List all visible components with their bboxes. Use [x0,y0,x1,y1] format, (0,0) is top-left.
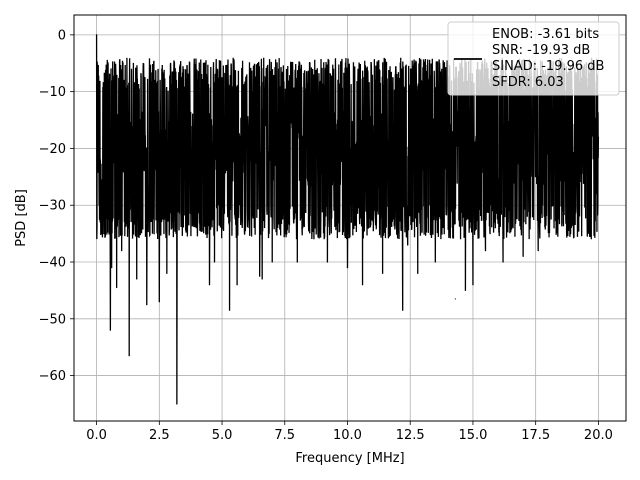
psd-notable-point [522,255,524,257]
legend-line-snr: SNR: -19.93 dB [492,43,590,58]
psd-notable-point [228,309,231,311]
x-tick-label: 17.5 [521,428,550,443]
psd-notable-point [484,250,487,252]
legend-box [447,21,620,96]
y-axis-ticks: 0 −10 −20 −30 −40 −50 −60 [39,28,74,384]
psd-notable-point [259,275,261,277]
x-tick-label: 20.0 [584,428,613,443]
psd-notable-point [101,215,103,218]
psd-notable-point [296,261,298,263]
psd-notable-point [251,91,253,93]
y-tick-label: 0 [58,28,66,43]
psd-notable-point [595,193,597,195]
psd-notable-point [236,284,238,286]
psd-notable-point [417,272,419,274]
psd-notable-point [95,34,98,36]
psd-notable-point [213,261,216,263]
psd-notable-point [261,278,263,280]
psd-notable-point [434,261,436,263]
psd-notable-point [346,267,349,269]
psd-notable-point [158,301,160,303]
psd-notable-point [208,284,211,286]
psd-notable-point [109,329,111,331]
psd-notable-point [570,215,572,218]
psd-notable-point [166,272,168,274]
x-tick-label: 15.0 [458,428,487,443]
x-tick-label: 7.5 [274,428,295,443]
x-axis-label: Frequency [MHz] [295,451,404,466]
psd-notable-point [99,159,101,161]
psd-notable-point [407,244,409,246]
plot-frame [73,14,627,422]
y-tick-label: −60 [39,369,66,384]
psd-notable-point [472,284,474,286]
x-tick-label: 5.0 [212,428,233,443]
legend-line-sfdr: SFDR: 6.03 [492,75,564,90]
psd-line [95,34,600,404]
psd-notable-point [271,261,273,263]
x-tick-label: 12.5 [396,428,425,443]
psd-notable-point [176,403,178,405]
psd-notable-point [326,261,329,263]
x-tick-label: 2.5 [149,428,170,443]
psd-notable-point [596,102,598,104]
psd-notable-point [128,355,130,357]
psd-notable-point [116,286,118,289]
psd-notable-point [146,303,148,306]
psd-notable-point [374,79,376,81]
y-axis-label: PSD [dB] [14,189,29,247]
psd-notable-point [537,250,539,252]
psd-notable-point [97,85,99,87]
legend: ENOB: -3.61 bits SNR: -19.93 dB SINAD: -… [447,21,620,96]
y-tick-label: −10 [39,85,66,100]
psd-notable-point [96,102,98,104]
psd-notable-point [316,82,318,84]
psd-notable-point [562,221,564,223]
psd-notable-point [121,250,123,252]
y-tick-label: −30 [39,199,66,214]
x-axis-ticks: 0.0 2.5 5.0 7.5 10.0 12.5 15.0 17.5 20.0 [86,421,613,443]
psd-notable-point [402,309,404,311]
psd-notable-point [464,289,467,291]
series-psd [95,34,600,405]
y-tick-label: −40 [39,256,66,271]
psd-notable-point [502,261,504,263]
y-tick-label: −20 [39,142,66,157]
psd-notable-point [98,204,100,206]
x-tick-label: 0.0 [86,428,107,443]
legend-line-enob: ENOB: -3.61 bits [492,27,599,42]
psd-notable-point [597,136,600,138]
x-tick-label: 10.0 [333,428,362,443]
psd-notable-point [382,272,384,274]
legend-line-sinad: SINAD: -19.96 dB [492,59,604,74]
y-tick-label: −50 [39,312,66,327]
psd-notable-point [361,284,364,286]
psd-notable-point [454,298,456,300]
psd-notable-point [111,267,113,269]
psd-notable-point [104,235,106,238]
psd-notable-point [136,278,138,280]
